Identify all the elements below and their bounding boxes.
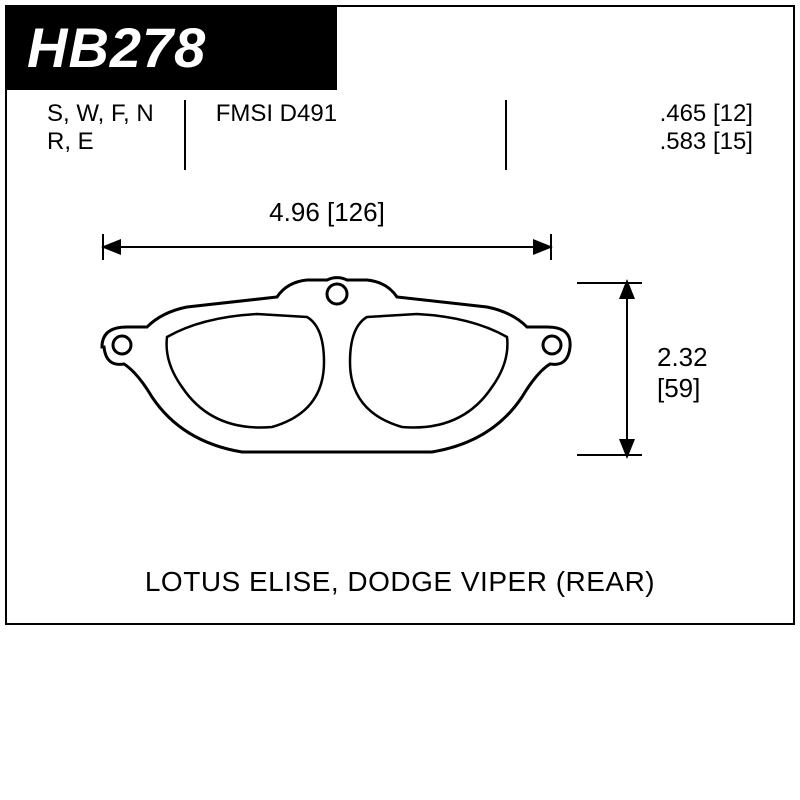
part-number-header: HB278 [7, 7, 337, 90]
height-label: 2.32 [59] [657, 342, 708, 404]
specs-row: S, W, F, N R, E FMSI D491 .465 [12] .583… [7, 90, 793, 170]
diagram-frame: HB278 S, W, F, N R, E FMSI D491 .465 [12… [5, 5, 795, 625]
spec-divider-2 [505, 100, 507, 170]
application-caption: LOTUS ELISE, DODGE VIPER (REAR) [7, 566, 793, 598]
height-value: 2.32 [657, 342, 708, 373]
width-arrow [97, 232, 557, 262]
compound-codes: S, W, F, N R, E [47, 100, 184, 156]
diagram-area: 4.96 [126] [7, 197, 793, 557]
part-number: HB278 [27, 16, 206, 79]
height-value-mm: [59] [657, 373, 708, 404]
thickness-1: .465 [12] [660, 100, 753, 128]
compound-line-1: S, W, F, N [47, 100, 154, 128]
spec-divider-1 [184, 100, 186, 170]
compound-line-2: R, E [47, 128, 154, 156]
thickness-2: .583 [15] [660, 128, 753, 156]
brake-pad-outline [92, 272, 572, 492]
width-dimension: 4.96 [126] [97, 197, 557, 267]
width-label: 4.96 [126] [97, 197, 557, 228]
fmsi-code: FMSI D491 [216, 100, 367, 128]
thickness-specs: .465 [12] .583 [15] [660, 100, 753, 156]
